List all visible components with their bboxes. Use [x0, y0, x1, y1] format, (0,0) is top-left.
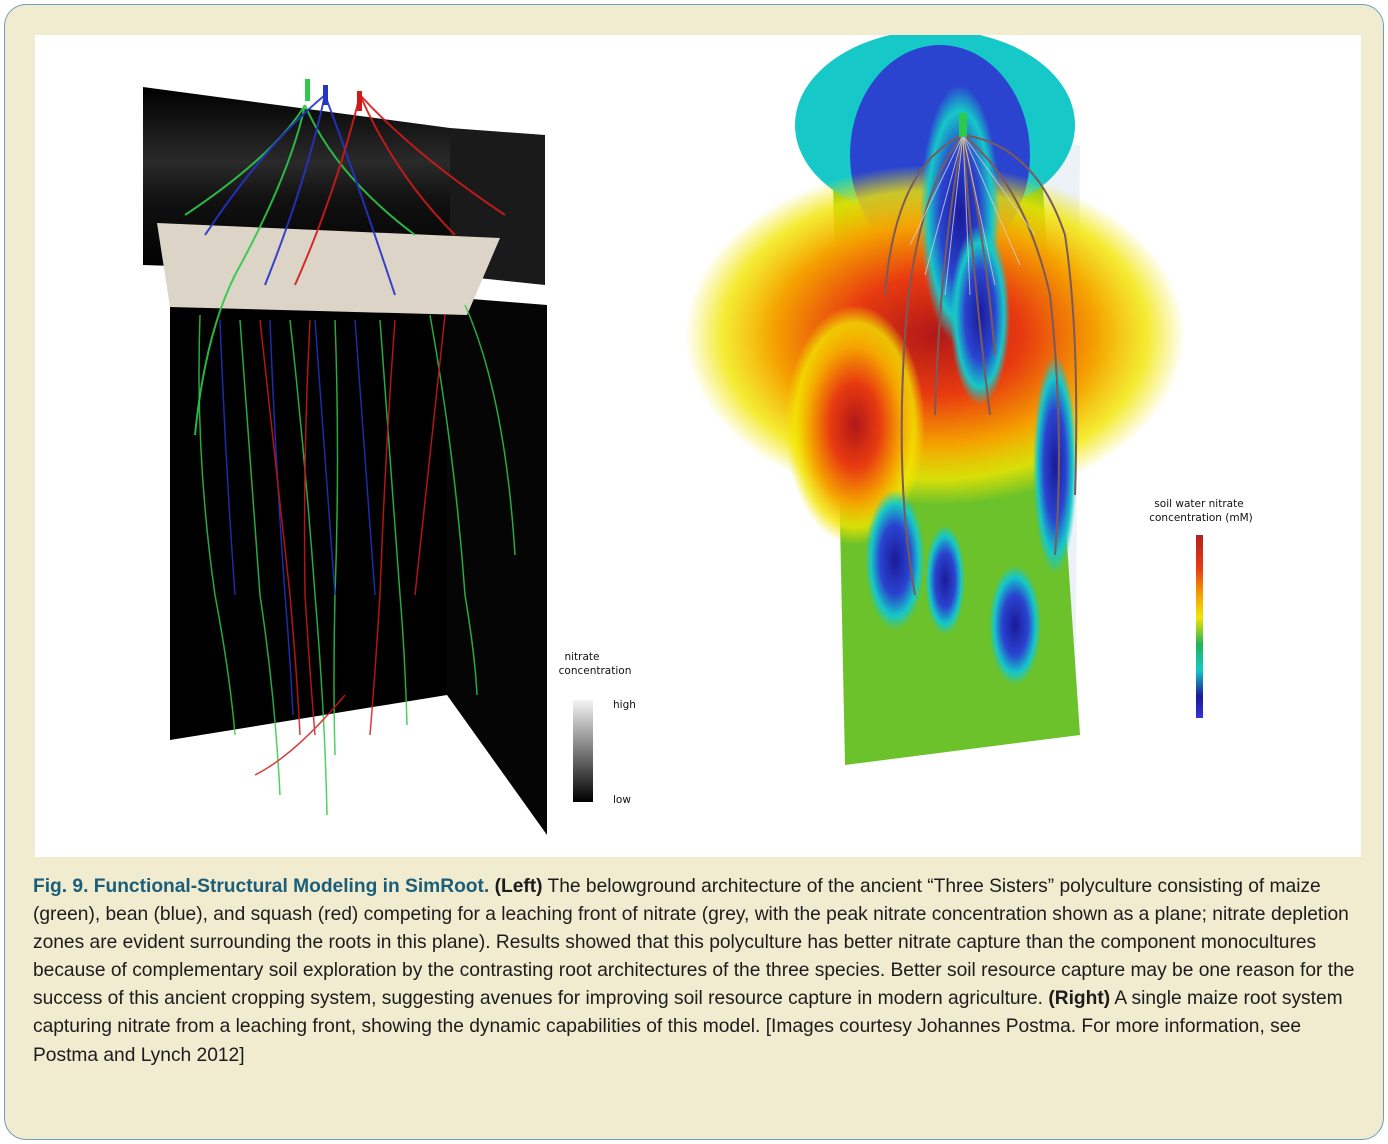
left-root-rendering: [143, 79, 547, 835]
left-legend-title-line2: concentration: [559, 665, 632, 677]
right-maize-rendering: [685, 35, 1185, 765]
right-legend-title-line1: soil water nitrate: [1154, 498, 1243, 510]
figure-image-panel: nitrate concentration high low: [35, 35, 1361, 857]
caption-right-text: A single maize root system capturing nit…: [33, 988, 1343, 1038]
figure-illustration: nitrate concentration high low: [143, 35, 1253, 835]
caption-left-label: (Left): [494, 876, 543, 897]
left-legend-title-line1: nitrate: [564, 651, 599, 663]
right-legend-colorbar: [1196, 535, 1203, 718]
right-legend: soil water nitrate concentration (mM): [1149, 498, 1253, 718]
caption-left-text: The belowground architecture of the anci…: [33, 876, 1355, 1010]
left-legend-colorbar: [573, 700, 593, 802]
right-legend-title-line2: concentration (mM): [1149, 512, 1253, 524]
left-legend: nitrate concentration high low: [559, 651, 636, 806]
caption-credit: [Images courtesy Johannes Postma. For mo…: [33, 1016, 1302, 1066]
left-legend-high-label: high: [613, 699, 636, 711]
caption-right-label: (Right): [1048, 988, 1111, 1010]
caption-title: Fig. 9. Functional-Structural Modeling i…: [33, 876, 490, 897]
figure-box: nitrate concentration high low: [4, 4, 1384, 1140]
figure-caption: Fig. 9. Functional-Structural Modeling i…: [33, 873, 1363, 1070]
left-legend-low-label: low: [613, 794, 631, 806]
